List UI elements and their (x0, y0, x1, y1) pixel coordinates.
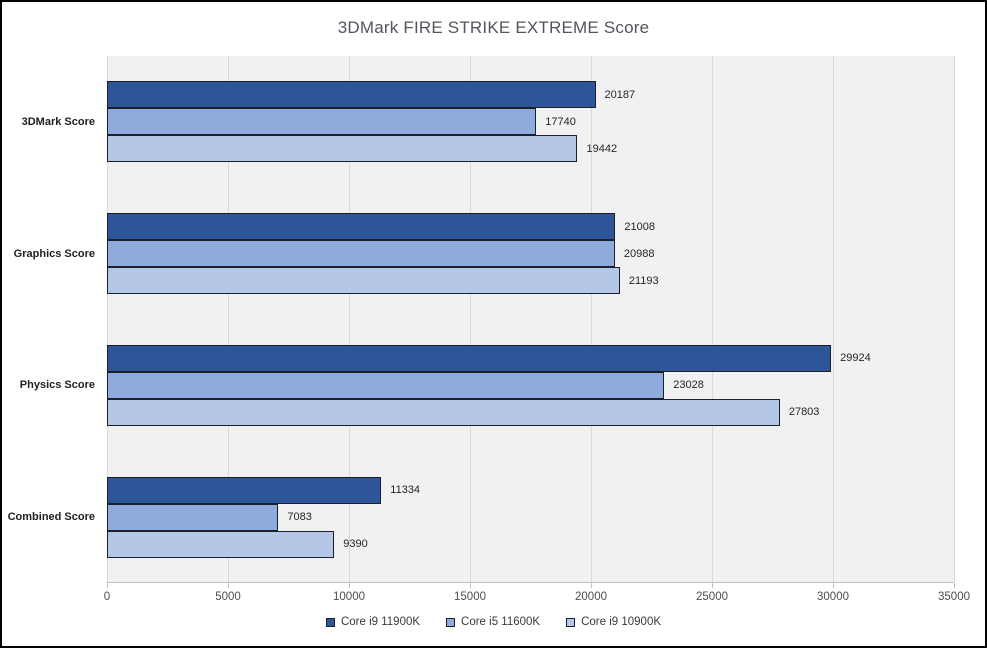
gridline (712, 56, 713, 582)
bar-data-label: 11334 (390, 484, 421, 497)
x-tick-label: 0 (103, 591, 111, 603)
bar-data-label: 27803 (788, 406, 820, 419)
bar-row: 20187 (107, 81, 954, 109)
legend-label: Core i9 11900K (340, 616, 421, 628)
legend-swatch (446, 617, 456, 627)
x-tick-label: 30000 (817, 591, 849, 603)
bar-data-label: 20187 (604, 88, 636, 101)
axis-tick-mark (107, 583, 108, 588)
bar-row: 11334 (107, 476, 954, 504)
bar (107, 81, 596, 109)
bar (107, 240, 615, 268)
bar-row: 29924 (107, 344, 954, 372)
axis-tick-mark (954, 583, 955, 588)
category-label: 3DMark Score (21, 115, 95, 128)
legend-label: Core i5 11600K (461, 616, 541, 628)
bar (107, 108, 537, 136)
x-tick-label: 35000 (938, 591, 970, 603)
axis-tick-mark (833, 583, 834, 588)
bar-data-label: 9390 (343, 538, 368, 551)
x-tick-label: 25000 (696, 591, 728, 603)
bar-row: 17740 (107, 108, 954, 136)
x-tick-label: 20000 (575, 591, 607, 603)
bar (107, 530, 335, 558)
bar-data-label: 19442 (586, 142, 618, 155)
legend: Core i9 11900K Core i5 11600K Core i9 1090… (2, 616, 985, 628)
gridline (349, 56, 350, 582)
category-label: Graphics Score (13, 247, 95, 260)
legend-item: Core i9 10900K (566, 616, 661, 628)
bar-row: 21193 (107, 267, 954, 295)
bar-row: 19442 (107, 135, 954, 163)
bar-row: 23028 (107, 371, 954, 399)
bar-data-label: 23028 (673, 379, 704, 392)
axis-tick-mark (470, 583, 471, 588)
bar (107, 371, 665, 399)
bar-data-label: 7083 (287, 511, 312, 524)
bar (107, 503, 279, 531)
bar-data-label: 21193 (628, 274, 659, 287)
bar (107, 135, 578, 163)
chart-title: 3DMark FIRE STRIKE EXTREME Score (337, 18, 650, 37)
legend-swatch (325, 617, 335, 627)
bar-row: 20988 (107, 240, 954, 268)
bar (107, 344, 832, 372)
bar (107, 267, 620, 295)
bar-data-label: 29924 (840, 352, 871, 365)
x-tick-label: 15000 (454, 591, 486, 603)
category-label: Combined Score (7, 511, 95, 524)
x-tick-label: 10000 (333, 591, 365, 603)
legend-item: Core i9 11900K (325, 616, 421, 628)
bar-row: 27803 (107, 398, 954, 426)
bar (107, 213, 616, 241)
plot-area: 20187 17740 19442 21008 20988 21193 29924 23028… (107, 56, 955, 583)
axis-tick-mark (712, 583, 713, 588)
gridline (833, 56, 834, 582)
bar-data-label: 20988 (623, 247, 655, 260)
legend-item: Core i5 11600K (446, 616, 540, 628)
gridline (107, 56, 108, 582)
bar-row: 21008 (107, 213, 954, 241)
bar (107, 476, 382, 504)
legend-swatch (566, 617, 576, 627)
axis-tick-mark (591, 583, 592, 588)
bar-row: 7083 (107, 503, 954, 531)
bar-row: 9390 (107, 530, 954, 558)
bar-data-label: 21008 (624, 220, 655, 233)
gridline (954, 56, 955, 582)
gridline (228, 56, 229, 582)
gridline (591, 56, 592, 582)
axis-tick-mark (349, 583, 350, 588)
bar-data-label: 17740 (545, 115, 576, 128)
category-label: Physics Score (19, 379, 95, 392)
gridline (470, 56, 471, 582)
axis-tick-mark (228, 583, 229, 588)
x-tick-label: 5000 (215, 591, 241, 603)
bar (107, 398, 780, 426)
legend-label: Core i9 10900K (581, 616, 662, 628)
